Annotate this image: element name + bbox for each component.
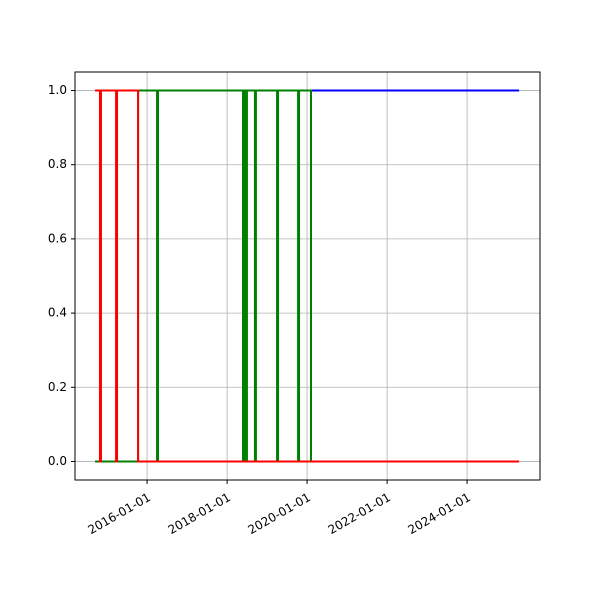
y-tick-label: 0.4 [48, 306, 67, 320]
series-line [95, 89, 520, 463]
y-tick-label: 0.2 [48, 380, 67, 394]
plot-frame [74, 71, 541, 481]
y-tick-label: 0.6 [48, 231, 67, 245]
y-tick-label: 0.8 [48, 157, 67, 171]
y-tick-label: 0.0 [48, 454, 67, 468]
y-tick-label: 1.0 [48, 83, 67, 97]
